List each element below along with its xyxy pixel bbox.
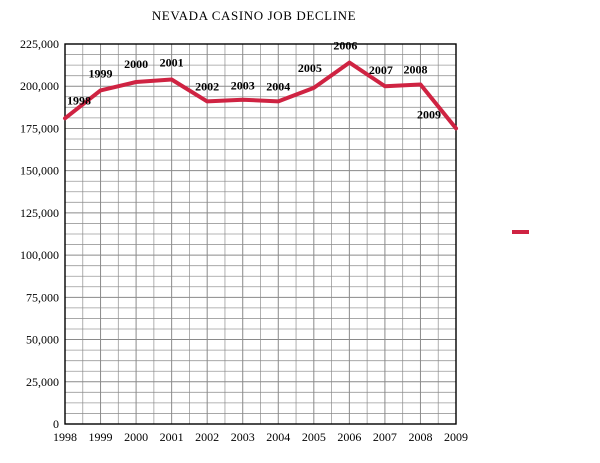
x-axis-tick-label: 1998 [53, 430, 77, 444]
x-axis-tick-label: 2008 [408, 430, 432, 444]
chart-title: NEVADA CASINO JOB DECLINE [151, 8, 357, 23]
plot-border [64, 43, 457, 425]
x-axis-tick-label: 2006 [337, 430, 361, 444]
x-axis-tick-label: 2005 [302, 430, 326, 444]
x-axis-tick-label: 2004 [266, 430, 290, 444]
x-axis-tick-label: 2001 [160, 430, 184, 444]
y-axis-tick-label: 175,000 [20, 121, 59, 135]
point-label: 2002 [195, 79, 219, 93]
x-axis-tick-label: 2009 [444, 430, 468, 444]
x-axis-tick-label: 1999 [89, 430, 113, 444]
point-label: 2003 [231, 79, 255, 93]
y-axis-tick-label: 225,000 [20, 37, 59, 51]
y-axis-tick-label: 75,000 [26, 290, 59, 304]
x-axis-tick-label: 2000 [124, 430, 148, 444]
point-label: 2009 [417, 107, 441, 121]
point-label: 2001 [160, 55, 184, 69]
point-label: 2004 [266, 79, 290, 93]
point-label: 2005 [298, 61, 322, 75]
x-axis-tick-label: 2003 [231, 430, 255, 444]
y-axis-tick-label: 200,000 [20, 79, 59, 93]
point-label: 2008 [403, 63, 427, 77]
y-axis-tick-label: 0 [53, 417, 59, 431]
point-label: 1999 [89, 66, 113, 80]
point-label: 2007 [369, 63, 393, 77]
y-axis-tick-label: 25,000 [26, 375, 59, 389]
x-axis-tick-label: 2002 [195, 430, 219, 444]
y-axis-tick-label: 50,000 [26, 333, 59, 347]
y-axis-tick-label: 125,000 [20, 206, 59, 220]
point-label: 2006 [333, 39, 357, 53]
data-line [63, 60, 458, 131]
point-label: 1998 [67, 93, 91, 107]
point-label: 2000 [124, 57, 148, 71]
y-axis-tick-label: 100,000 [20, 248, 59, 262]
x-axis-tick-label: 2007 [373, 430, 397, 444]
y-axis-tick-label: 150,000 [20, 164, 59, 178]
